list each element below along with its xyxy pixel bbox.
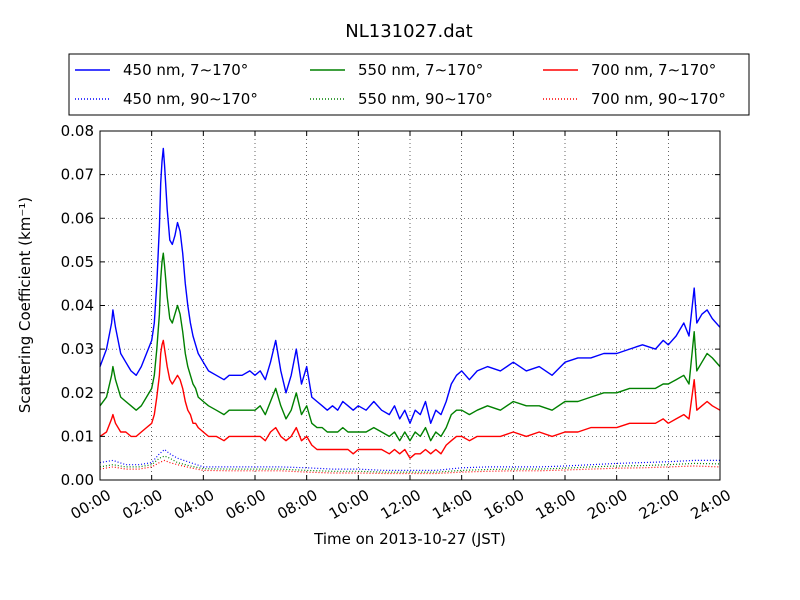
y-tick-label: 0.05 [61,253,94,271]
x-tick-label: 12:00 [378,486,424,523]
legend-label: 550 nm, 90∼170° [358,90,493,108]
x-tick-label: 10:00 [326,486,372,523]
series-line-1 [99,252,721,442]
series-line-2 [99,339,721,459]
y-tick-label: 0.03 [61,340,94,358]
x-tick-label: 06:00 [223,486,269,523]
x-tick-label: 22:00 [636,486,682,523]
legend-frame [68,53,750,116]
y-tick-label: 0.01 [61,427,94,445]
legend-label: 700 nm, 90∼170° [591,90,726,108]
series-line-3 [99,448,720,471]
legend: 450 nm, 7∼170° 550 nm, 7∼170° 700 nm, 7∼17… [68,53,750,116]
y-tick-label: 0.04 [61,297,94,315]
x-axis: 00:00 02:00 04:00 06:00 08:00 10:00 12:00 14:00… [68,131,734,523]
grid [100,131,720,480]
legend-label: 450 nm, 90∼170° [123,90,258,108]
x-tick-label: 08:00 [274,486,320,523]
x-tick-label: 18:00 [533,486,579,523]
series-line-0 [99,147,721,424]
x-tick-label: 14:00 [429,486,475,523]
y-tick-label: 0.00 [61,471,94,489]
x-tick-label: 04:00 [171,486,217,523]
legend-label: 550 nm, 7∼170° [358,61,483,79]
y-axis: 0.00 0.01 0.02 0.03 0.04 0.05 0.06 0.07 0.08 [61,122,720,489]
y-tick-label: 0.02 [61,384,94,402]
x-tick-label: 02:00 [119,486,165,523]
chart-title: NL131027.dat [345,21,472,42]
legend-items: 450 nm, 7∼170° 550 nm, 7∼170° 700 nm, 7∼17… [75,61,726,108]
series-layer [99,147,721,475]
legend-label: 450 nm, 7∼170° [123,61,248,79]
y-tick-label: 0.06 [61,209,94,227]
y-axis-label: Scattering Coefficient (km⁻¹) [16,197,34,413]
x-tick-label: 00:00 [68,486,114,523]
x-tick-label: 24:00 [688,486,734,523]
y-tick-label: 0.08 [61,122,94,140]
x-tick-label: 16:00 [481,486,527,523]
x-tick-label: 20:00 [584,486,630,523]
x-axis-label: Time on 2013-10-27 (JST) [313,530,506,548]
y-tick-label: 0.07 [61,166,94,184]
legend-label: 700 nm, 7∼170° [591,61,716,79]
